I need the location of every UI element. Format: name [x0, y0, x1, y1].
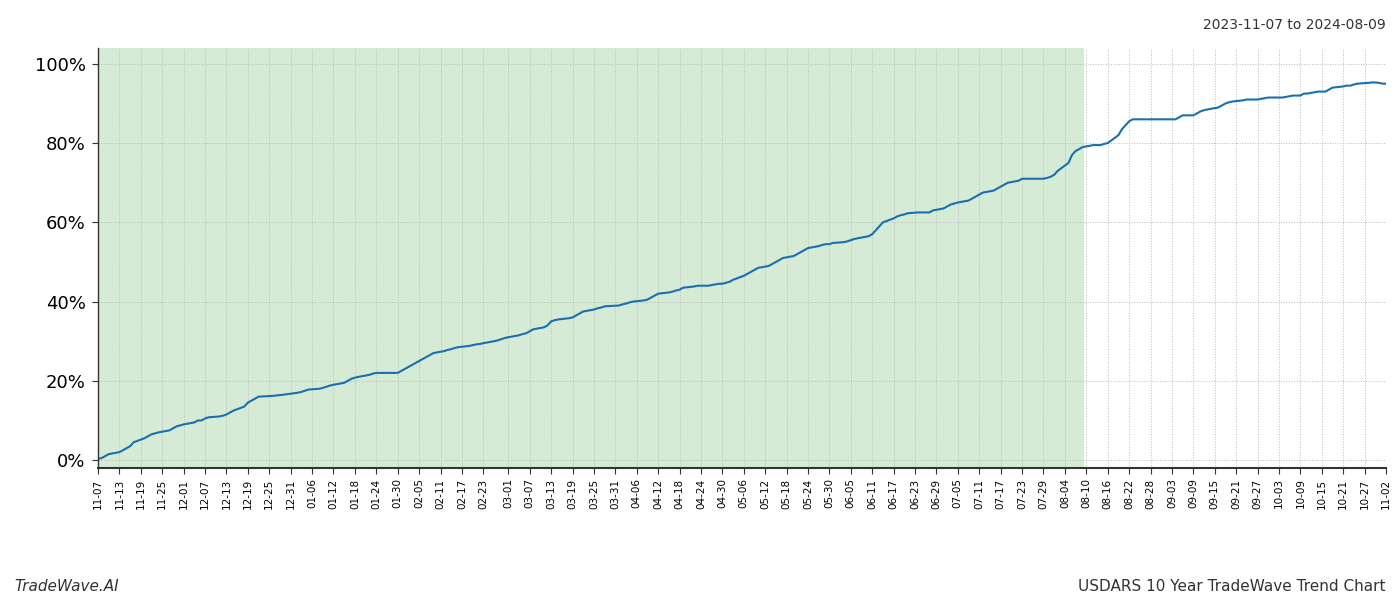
Bar	[98, 48, 1082, 468]
Text: USDARS 10 Year TradeWave Trend Chart: USDARS 10 Year TradeWave Trend Chart	[1078, 579, 1386, 594]
Text: TradeWave.AI: TradeWave.AI	[14, 579, 119, 594]
Text: 2023-11-07 to 2024-08-09: 2023-11-07 to 2024-08-09	[1203, 18, 1386, 32]
